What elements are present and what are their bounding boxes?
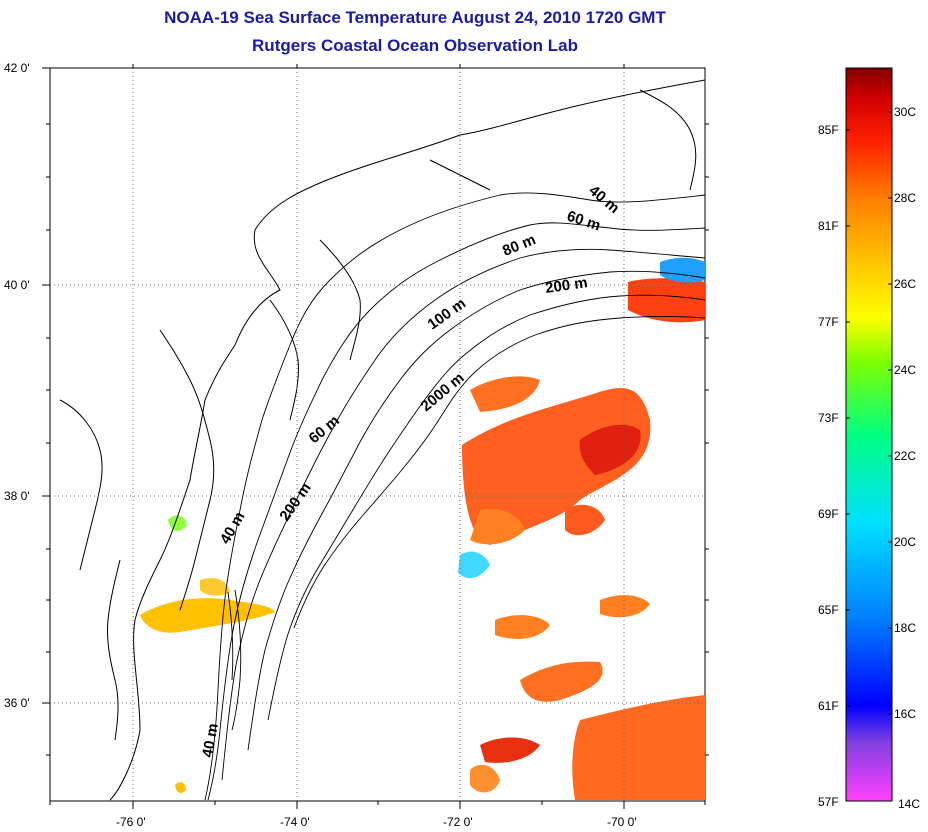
map-panel: 42 0' 40 0' 38 0' 36 0' -76 0' -74 0' -7… [4, 61, 709, 829]
coastline [59, 79, 706, 801]
colorbar-c-label: 18C [894, 621, 916, 635]
lon-label-76: -76 0' [116, 815, 146, 829]
colorbar-c-label: 22C [894, 449, 916, 463]
lat-label-42: 42 0' [4, 61, 30, 75]
map-title: NOAA-19 Sea Surface Temperature August 2… [164, 8, 666, 27]
sst-data-layer [140, 257, 705, 800]
colorbar-c-label: 16C [894, 707, 916, 721]
colorbar-c-label: 28C [894, 191, 916, 205]
colorbar-f-label: 57F [818, 795, 839, 809]
lon-label-70: -70 0' [607, 815, 637, 829]
colorbar-c-label: 30C [894, 105, 916, 119]
colorbar-f-label: 85F [818, 123, 839, 137]
lon-label-72: -72 0' [443, 815, 473, 829]
colorbar-f-label: 69F [818, 507, 839, 521]
colorbar-f-label: 73F [818, 411, 839, 425]
lon-label-74: -74 0' [280, 815, 310, 829]
depth-label: 40 m [199, 722, 222, 759]
lat-label-40: 40 0' [4, 278, 30, 292]
depth-label: 200 m [544, 274, 588, 297]
colorbar-f-label: 65F [818, 603, 839, 617]
map-subtitle: Rutgers Coastal Ocean Observation Lab [252, 36, 578, 55]
bathymetry-contours [204, 192, 706, 801]
colorbar-c-label: 26C [894, 277, 916, 291]
colorbar-f-label: 77F [818, 315, 839, 329]
lat-label-36: 36 0' [4, 696, 30, 710]
axis-ticks [42, 64, 709, 809]
colorbar-c-label: 24C [894, 363, 916, 377]
colorbar-f-label: 61F [818, 699, 839, 713]
colorbar-gradient [845, 67, 893, 802]
colorbar: 85F 81F 77F 73F 69F 65F 61F 57F 30C 28C … [818, 67, 920, 811]
colorbar-c-label: 14C [898, 797, 920, 811]
colorbar-c-label: 20C [894, 535, 916, 549]
colorbar-f-label: 81F [818, 219, 839, 233]
lat-label-38: 38 0' [4, 489, 30, 503]
